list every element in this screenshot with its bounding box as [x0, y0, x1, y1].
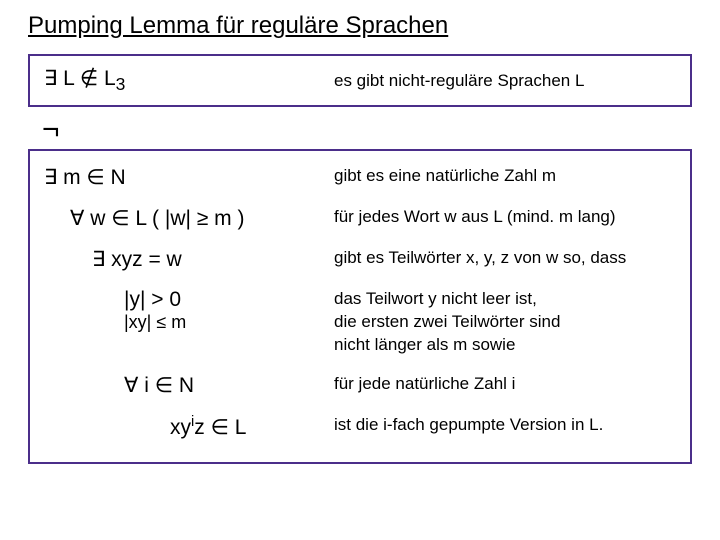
page-title: Pumping Lemma für reguläre Sprachen — [28, 12, 692, 40]
top-formula: ∃ L ∉ L3 — [44, 66, 334, 95]
top-text: es gibt nicht-reguläre Sprachen L — [334, 71, 676, 91]
formula-m: ∃ m ∈ N — [44, 165, 334, 190]
text-pump: ist die i-fach gepumpte Version in L. — [334, 414, 676, 437]
formula-xyz: ∃ xyz = w — [44, 247, 334, 272]
text-w: für jedes Wort w aus L (mind. m lang) — [334, 206, 676, 229]
formula-i: ∀ i ∈ N — [44, 373, 334, 398]
row-w: ∀ w ∈ L ( |w| ≥ m ) für jedes Wort w aus… — [30, 198, 690, 239]
row-m: ∃ m ∈ N gibt es eine natürliche Zahl m — [30, 157, 690, 198]
negation-symbol: ¬ — [42, 113, 692, 147]
text-m: gibt es eine natürliche Zahl m — [334, 165, 676, 188]
formula-pump: xyiz ∈ L — [44, 414, 334, 440]
formula-y: |y| > 0 |xy| ≤ m — [44, 288, 334, 333]
text-i: für jede natürliche Zahl i — [334, 373, 676, 396]
row-xyz: ∃ xyz = w gibt es Teilwörter x, y, z von… — [30, 239, 690, 280]
text-xyz: gibt es Teilwörter x, y, z von w so, das… — [334, 247, 676, 270]
row-pump: xyiz ∈ L ist die i-fach gepumpte Version… — [30, 406, 690, 448]
main-box: ∃ m ∈ N gibt es eine natürliche Zahl m ∀… — [28, 149, 692, 464]
row-i: ∀ i ∈ N für jede natürliche Zahl i — [30, 365, 690, 406]
formula-w: ∀ w ∈ L ( |w| ≥ m ) — [44, 206, 334, 231]
row-y: |y| > 0 |xy| ≤ m das Teilwort y nicht le… — [30, 280, 690, 365]
top-box: ∃ L ∉ L3 es gibt nicht-reguläre Sprachen… — [28, 54, 692, 107]
text-y: das Teilwort y nicht leer ist, die erste… — [334, 288, 676, 357]
